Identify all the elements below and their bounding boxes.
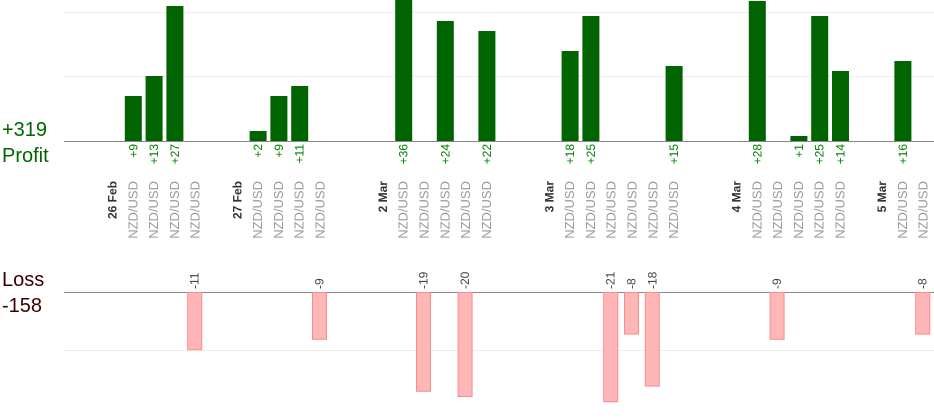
- profit-bar: [665, 66, 683, 141]
- loss-value-label: -20: [458, 271, 472, 289]
- loss-label: Loss: [2, 269, 45, 291]
- loss-bar: [457, 292, 473, 397]
- profit-bar: [832, 71, 849, 141]
- instrument-label: NZD/USD: [437, 181, 452, 239]
- instrument-label: NZD/USD: [770, 181, 785, 239]
- profit-label: Profit: [2, 145, 49, 167]
- loss-value-label: -9: [313, 278, 327, 289]
- loss-bar: [187, 292, 203, 351]
- profit-bar: [124, 96, 142, 141]
- profit-value-label: +15: [667, 144, 681, 165]
- instrument-label: NZD/USD: [396, 181, 411, 239]
- profit-value-label: +14: [834, 144, 848, 165]
- profit-bar: [478, 31, 496, 141]
- profit-value-label: +1: [792, 144, 806, 158]
- date-label: 2 Mar: [376, 181, 390, 213]
- profit-value-label: +2: [251, 144, 265, 158]
- instrument-label: NZD/USD: [313, 181, 328, 239]
- instrument-label: NZD/USD: [916, 181, 931, 239]
- instrument-label: NZD/USD: [583, 181, 598, 239]
- profit-bar: [894, 61, 912, 141]
- loss-value-label: -19: [417, 271, 431, 289]
- profit-bar: [748, 1, 766, 141]
- instrument-label: NZD/USD: [271, 181, 286, 239]
- instrument-label: NZD/USD: [458, 181, 473, 239]
- loss-value-label: -11: [188, 272, 202, 289]
- loss-value-label: -8: [625, 278, 639, 289]
- instrument-label: NZD/USD: [562, 181, 577, 239]
- profit-value-label: +24: [438, 144, 452, 165]
- profit-value-label: +36: [397, 144, 411, 165]
- profit-value-label: +28: [750, 144, 764, 165]
- loss-value-label: -9: [770, 278, 784, 289]
- bars: [124, 0, 931, 403]
- profit-bar: [790, 136, 808, 141]
- loss-bar: [769, 292, 785, 340]
- instrument-label: NZD/USD: [812, 181, 827, 239]
- profit-value-label: +16: [896, 144, 910, 165]
- loss-value-label: -21: [604, 271, 618, 289]
- instrument-label: NZD/USD: [625, 181, 640, 239]
- profit-bar: [811, 16, 829, 141]
- profit-value-label: +9: [272, 144, 286, 158]
- value-labels: +9 +13 +27 -11 +2 +9 +11 -9 +36 -19 +24 -20 +22 +18 +2…: [126, 144, 930, 289]
- instrument-label: NZD/USD: [146, 181, 161, 239]
- loss-bar: [624, 292, 639, 335]
- instrument-label: NZD/USD: [604, 181, 619, 239]
- loss-bar: [603, 292, 619, 403]
- instrument-label: NZD/USD: [645, 181, 660, 239]
- profit-bar: [395, 0, 413, 141]
- instrument-label: NZD/USD: [895, 181, 910, 239]
- loss-bar: [915, 292, 931, 335]
- date-label: 4 Mar: [730, 181, 744, 213]
- date-label: 5 Mar: [875, 181, 889, 213]
- profit-value-label: +18: [563, 144, 577, 165]
- loss-value-label: -18: [645, 271, 659, 289]
- profit-value-label: +27: [168, 144, 182, 165]
- loss-total: -158: [2, 295, 43, 317]
- instrument-label: NZD/USD: [833, 181, 848, 239]
- profit-bar: [561, 51, 579, 141]
- profit-total: +319: [2, 119, 48, 141]
- instrument-label: NZD/USD: [749, 181, 764, 239]
- loss-value-label: -8: [916, 278, 930, 289]
- loss-bar: [416, 292, 431, 392]
- profit-bar: [145, 76, 163, 141]
- instrument-label: NZD/USD: [791, 181, 806, 239]
- gridlines: [64, 12, 934, 351]
- profit-value-label: +11: [293, 144, 307, 164]
- profit-bar: [270, 96, 288, 141]
- instrument-label: NZD/USD: [417, 181, 432, 239]
- instrument-label: NZD/USD: [125, 181, 140, 239]
- instrument-label: NZD/USD: [250, 181, 265, 239]
- instrument-label: NZD/USD: [292, 181, 307, 239]
- instrument-label: NZD/USD: [479, 181, 494, 239]
- profit-bar: [582, 16, 600, 141]
- profit-bar: [166, 6, 184, 141]
- instrument-label: NZD/USD: [666, 181, 681, 239]
- date-label: 26 Feb: [106, 181, 120, 219]
- profit-bar: [249, 131, 267, 141]
- loss-bar: [312, 292, 327, 340]
- profit-value-label: +9: [126, 144, 140, 158]
- profit-value-label: +25: [813, 144, 827, 165]
- instrument-label: NZD/USD: [167, 181, 182, 239]
- loss-bar: [644, 292, 660, 387]
- profit-bar: [291, 86, 309, 141]
- profit-bar: [436, 21, 454, 141]
- profit-value-label: +22: [480, 144, 494, 165]
- profit-value-label: +13: [147, 144, 161, 165]
- category-labels: 26 Feb NZD/USD NZD/USD NZD/USD NZD/USD 27 Feb…: [106, 181, 931, 239]
- instrument-label: NZD/USD: [188, 181, 203, 239]
- profit-value-label: +25: [584, 144, 598, 165]
- date-label: 27 Feb: [230, 181, 244, 219]
- date-label: 3 Mar: [542, 181, 556, 213]
